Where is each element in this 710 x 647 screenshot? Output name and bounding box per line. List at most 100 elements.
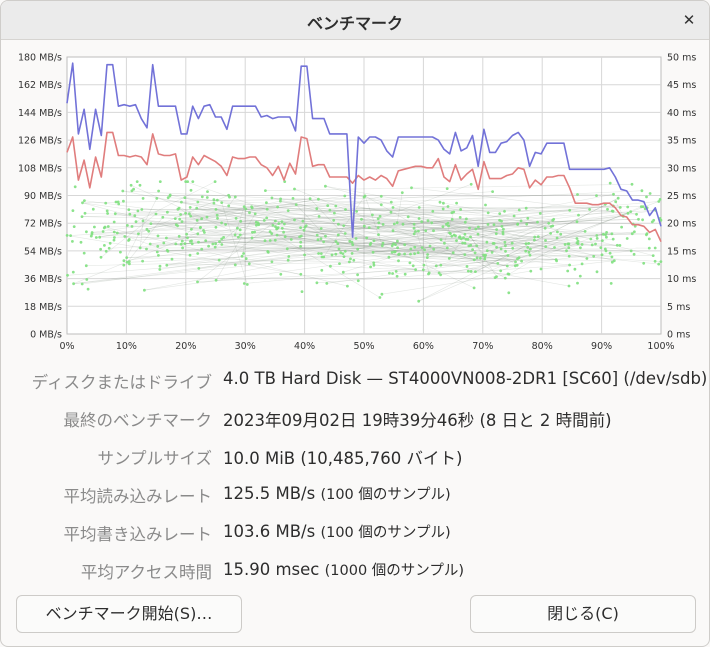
access-point bbox=[474, 270, 477, 273]
access-point bbox=[217, 258, 221, 262]
access-point bbox=[379, 203, 383, 207]
access-connector bbox=[284, 223, 516, 263]
access-connector bbox=[100, 213, 157, 258]
access-point bbox=[447, 257, 451, 260]
access-point bbox=[549, 225, 553, 228]
access-point bbox=[80, 215, 84, 219]
y-right-tick-label: 25 ms bbox=[667, 191, 696, 202]
access-point bbox=[253, 230, 256, 234]
access-point bbox=[392, 222, 396, 226]
access-connector bbox=[352, 253, 570, 257]
access-point bbox=[133, 214, 137, 218]
access-point bbox=[365, 236, 369, 240]
access-point bbox=[293, 218, 296, 222]
access-point bbox=[612, 259, 616, 263]
access-point bbox=[412, 226, 416, 230]
access-point bbox=[334, 240, 338, 243]
access-point bbox=[389, 200, 393, 204]
access-point bbox=[216, 216, 219, 220]
access-point bbox=[337, 247, 341, 251]
access-point bbox=[516, 223, 519, 226]
access-point bbox=[156, 244, 160, 248]
access-connector bbox=[159, 238, 357, 270]
access-point bbox=[583, 230, 587, 233]
access-point bbox=[291, 197, 295, 200]
access-point bbox=[181, 246, 185, 250]
close-icon[interactable]: ✕ bbox=[682, 11, 696, 29]
access-point bbox=[215, 198, 219, 202]
access-point bbox=[492, 223, 496, 227]
access-point bbox=[121, 189, 125, 193]
access-point bbox=[371, 250, 375, 254]
access-point bbox=[202, 229, 205, 232]
access-point bbox=[651, 254, 655, 257]
access-connector bbox=[300, 216, 624, 243]
access-point bbox=[127, 238, 131, 241]
access-point bbox=[390, 250, 394, 254]
access-connector bbox=[141, 209, 614, 212]
access-point bbox=[177, 206, 181, 210]
access-point bbox=[492, 242, 496, 245]
access-point bbox=[108, 241, 112, 245]
access-point bbox=[324, 184, 327, 188]
access-point bbox=[200, 217, 204, 221]
access-point bbox=[350, 240, 354, 244]
y-left-tick-label: 144 MB/s bbox=[18, 108, 62, 119]
access-point bbox=[519, 219, 523, 223]
start-benchmark-button[interactable]: ベンチマーク開始(S)… bbox=[16, 595, 242, 633]
access-point bbox=[610, 260, 614, 264]
access-connector bbox=[167, 245, 393, 251]
access-point bbox=[443, 241, 446, 245]
access-point bbox=[279, 272, 283, 276]
access-connector bbox=[84, 212, 466, 223]
access-point bbox=[122, 259, 126, 263]
drive-value: 4.0 TB Hard Disk — ST4000VN008-2DR1 [SC6… bbox=[223, 369, 708, 388]
access-connector bbox=[534, 233, 612, 238]
access-point bbox=[220, 237, 224, 241]
access-point bbox=[346, 284, 349, 288]
access-point bbox=[641, 218, 644, 222]
access-point bbox=[605, 235, 608, 239]
access-point bbox=[73, 185, 77, 189]
access-point bbox=[439, 238, 443, 242]
access-point bbox=[403, 243, 407, 247]
y-right-tick-label: 50 ms bbox=[667, 53, 696, 64]
access-point bbox=[475, 256, 479, 260]
access-connector bbox=[329, 207, 621, 211]
last-benchmark-value: 2023年09月02日 19時39分46秒 (8 日と 2 時間前) bbox=[223, 411, 612, 430]
access-point bbox=[476, 232, 480, 236]
access-point bbox=[580, 262, 584, 266]
access-point bbox=[524, 206, 528, 210]
access-point bbox=[348, 239, 352, 243]
access-connector bbox=[104, 226, 348, 287]
access-point bbox=[486, 223, 490, 226]
access-point bbox=[301, 219, 305, 223]
access-point bbox=[244, 207, 248, 211]
access-point bbox=[145, 227, 149, 231]
access-connector bbox=[338, 223, 475, 289]
access-point bbox=[233, 263, 237, 267]
access-point bbox=[119, 250, 122, 254]
access-point bbox=[71, 209, 75, 213]
access-point bbox=[158, 268, 162, 271]
access-point bbox=[483, 257, 487, 261]
access-point bbox=[220, 221, 224, 225]
access-connector bbox=[275, 226, 647, 236]
access-point bbox=[137, 232, 140, 236]
access-point bbox=[227, 193, 231, 197]
access-connector bbox=[318, 198, 504, 235]
write-rate-label: 平均書き込みレート bbox=[63, 525, 213, 544]
access-point bbox=[197, 267, 201, 270]
access-point bbox=[635, 212, 638, 216]
access-point bbox=[329, 264, 332, 268]
access-connector bbox=[130, 185, 241, 236]
close-button[interactable]: 閉じる(C) bbox=[470, 595, 696, 633]
access-point bbox=[426, 253, 429, 256]
access-point bbox=[242, 282, 246, 285]
access-point bbox=[300, 290, 304, 293]
access-connector bbox=[175, 238, 321, 245]
access-point bbox=[204, 239, 208, 243]
access-point bbox=[270, 196, 274, 200]
access-point bbox=[536, 220, 539, 224]
access-point bbox=[207, 244, 211, 248]
